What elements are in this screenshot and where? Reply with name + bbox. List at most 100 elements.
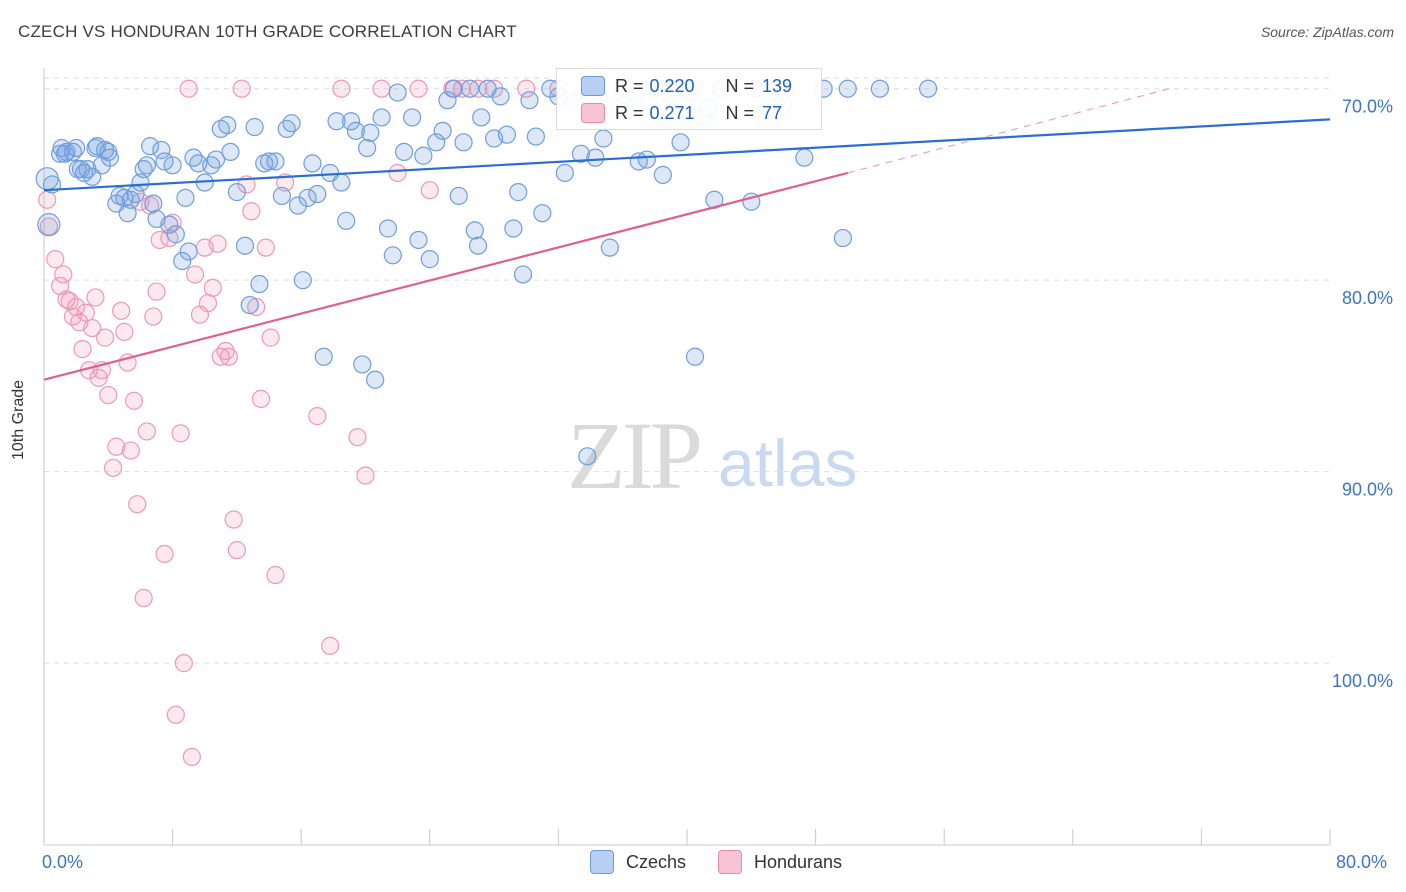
watermark-atlas: atlas	[718, 426, 857, 500]
honduran-point	[174, 654, 193, 673]
czech-point	[184, 148, 203, 167]
honduran-point	[219, 347, 238, 366]
chart-title: CZECH VS HONDURAN 10TH GRADE CORRELATION…	[18, 22, 517, 41]
czechs-swatch	[581, 76, 605, 96]
czech-point	[427, 133, 446, 152]
czech-point	[341, 112, 361, 131]
czech-point	[235, 236, 255, 255]
honduran-point	[86, 288, 105, 307]
honduran-point	[420, 181, 439, 200]
series-legend: Czechs Hondurans	[0, 850, 1406, 880]
czech-point	[272, 186, 292, 206]
honduran-point	[198, 294, 218, 313]
r-value: 0.271	[649, 102, 695, 123]
honduran-trend-line	[43, 171, 849, 381]
czech-point	[266, 152, 285, 171]
honduran-point	[227, 541, 246, 560]
czech-point	[833, 228, 853, 248]
honduran-point	[372, 79, 391, 98]
czech-point	[131, 173, 150, 192]
honduran-point	[46, 250, 65, 269]
czech-point	[438, 91, 457, 110]
honduran-point	[276, 173, 295, 192]
honduran-point	[232, 79, 251, 98]
czech-point	[671, 133, 690, 152]
honduran-point	[179, 79, 198, 98]
czech-point	[332, 173, 351, 192]
honduran-point	[186, 265, 205, 284]
czech-point	[685, 347, 705, 366]
honduran-point	[256, 238, 275, 257]
czech-point	[179, 242, 198, 261]
honduran-point	[261, 328, 280, 347]
czech-point	[337, 211, 356, 230]
honduran-point	[121, 441, 140, 460]
honduran-point	[115, 322, 134, 341]
czech-point	[314, 347, 333, 366]
czech-point	[472, 108, 491, 127]
n-label: N =	[725, 102, 755, 123]
czech-point	[444, 79, 464, 98]
czech-point	[160, 215, 179, 234]
czech-point	[520, 91, 539, 110]
czech-point	[414, 146, 433, 165]
czech-point	[388, 83, 407, 102]
source-label: Source: ZipAtlas.com	[1260, 24, 1394, 40]
honduran-point	[147, 282, 166, 301]
czech-point	[361, 123, 380, 142]
czech-point	[383, 246, 402, 265]
czech-point	[358, 138, 377, 158]
honduran-point	[134, 588, 153, 608]
honduran-point	[137, 422, 156, 441]
legend-item-hondurans: Hondurans	[718, 850, 842, 874]
czech-point	[460, 79, 480, 98]
legend-row-czechs: R = 0.220 N = 139	[581, 73, 792, 99]
czech-point	[394, 142, 414, 162]
honduran-point	[144, 307, 163, 326]
honduran-point	[124, 391, 144, 410]
czech-point	[176, 188, 195, 207]
x-tick-label-max: 80.0%	[1336, 852, 1388, 872]
czech-point	[298, 188, 317, 207]
czech-point	[245, 117, 264, 137]
czech-point	[653, 165, 672, 184]
czech-point	[433, 121, 452, 140]
czech-trend-line	[43, 118, 1331, 192]
honduran-point	[321, 636, 340, 655]
honduran-point	[57, 290, 76, 309]
czech-point	[37, 213, 61, 237]
hondurans-swatch	[581, 103, 605, 123]
honduran-point	[166, 705, 185, 724]
czech-point	[250, 274, 269, 294]
czech-point	[594, 129, 613, 148]
honduran-point	[38, 190, 57, 209]
honduran-point	[208, 234, 227, 253]
honduran-point	[356, 466, 375, 485]
czech-point	[403, 108, 422, 127]
honduran-point	[99, 385, 118, 405]
czech-point	[454, 133, 473, 152]
czech-point	[140, 137, 160, 156]
honduran-point	[409, 79, 428, 98]
czech-point	[240, 295, 259, 315]
honduran-point	[216, 341, 235, 361]
czech-point	[468, 236, 488, 255]
czech-point	[795, 148, 814, 167]
n-label: N =	[725, 75, 755, 96]
honduran-point	[67, 297, 86, 317]
czech-point	[513, 265, 533, 284]
honduran-point	[242, 202, 261, 221]
czech-point	[282, 114, 301, 133]
czech-point	[366, 370, 385, 389]
y-tick-label: 70.0%	[1342, 97, 1393, 117]
honduran-point	[517, 79, 536, 98]
czech-point	[600, 238, 619, 257]
honduran-point	[95, 328, 115, 347]
czech-point	[526, 127, 545, 146]
honduran-point	[171, 424, 190, 443]
legend-row-hondurans: R = 0.271 N = 77	[581, 100, 782, 126]
legend-label-czechs: Czechs	[626, 851, 687, 872]
honduran-point	[155, 544, 174, 564]
honduran-point	[247, 297, 266, 317]
